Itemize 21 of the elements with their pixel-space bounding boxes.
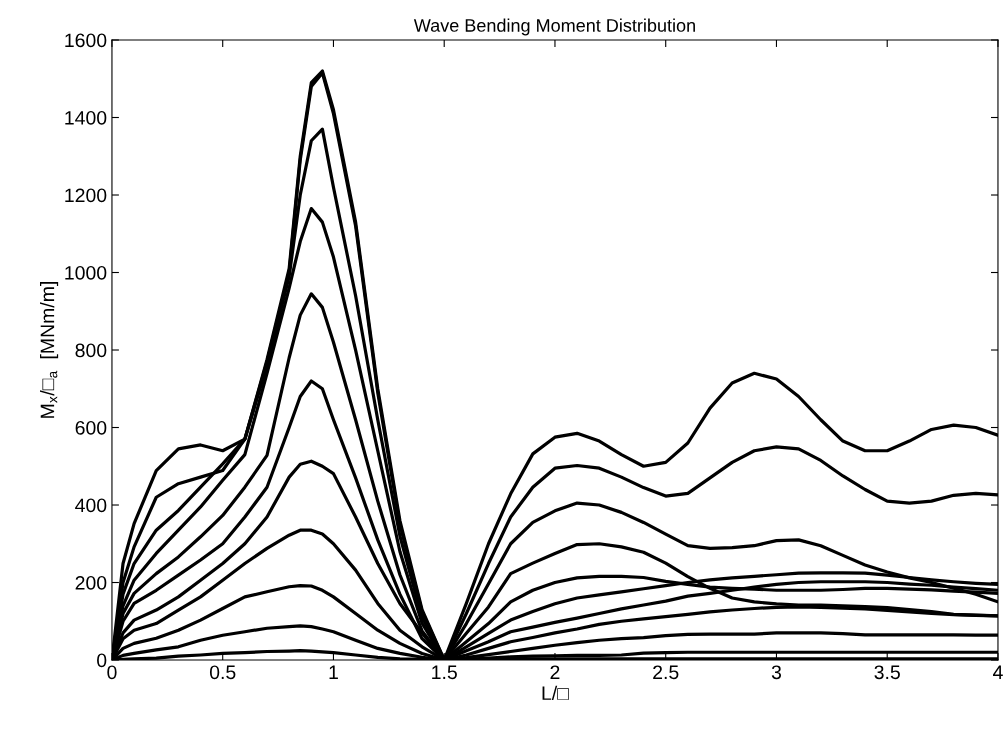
y-tick-label: 1600: [65, 33, 107, 48]
y-tick-label: 200: [75, 575, 107, 590]
y-axis-title: M$_{x}$/□$_{a}$ [MNm/m]: [40, 282, 59, 418]
x-axis-title: L/□: [542, 685, 569, 701]
y-tick-label: 800: [75, 343, 107, 358]
y-tick-label: 1000: [65, 265, 107, 280]
x-tick-label: 1: [329, 665, 338, 679]
y-tick-label: 600: [75, 420, 107, 435]
y-tick-label: 1400: [65, 110, 107, 125]
y-tick-label: 1200: [65, 188, 107, 203]
chart-title: Wave Bending Moment Distribution: [413, 18, 695, 36]
y-tick-label: 0: [97, 653, 107, 668]
x-tick-label: 2.5: [653, 665, 679, 680]
x-tick-label: 4: [993, 665, 1003, 679]
x-tick-label: 0.5: [209, 665, 236, 680]
y-tick-label: 400: [75, 498, 107, 513]
x-tick-label: 0: [107, 665, 117, 680]
x-tick-label: 3: [771, 665, 782, 680]
x-tick-label: 1.5: [432, 665, 457, 680]
x-tick-label: 2: [550, 665, 560, 679]
x-tick-label: 3.5: [874, 665, 900, 680]
